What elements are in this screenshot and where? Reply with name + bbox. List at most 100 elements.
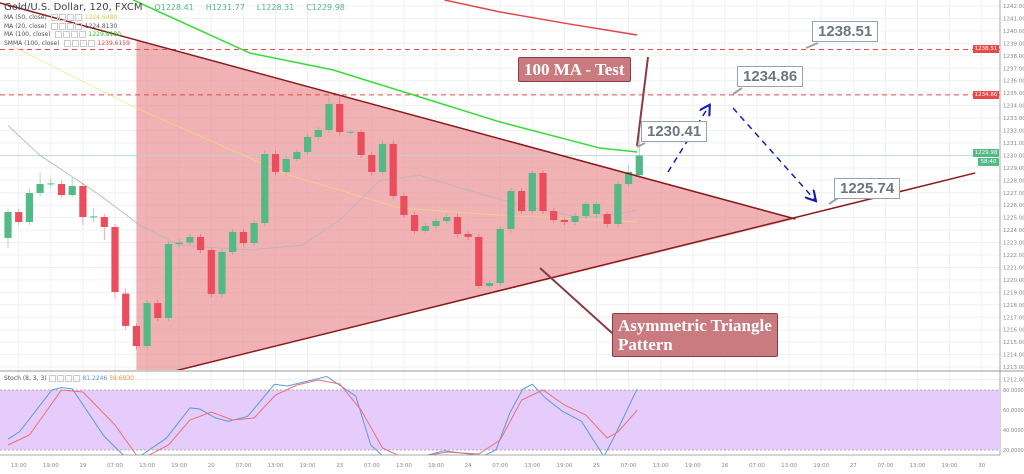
y-tick-label: 1226.00 [1003,203,1024,209]
candle-body [25,192,33,223]
y-tick-label: 1222.00 [1003,253,1024,259]
x-tick-label: 19:00 [813,463,829,469]
indicator-value: 1224.6480 [84,14,118,21]
callout-1230[interactable]: 1230.41 [641,121,708,142]
triangle-pattern-fill [136,40,796,370]
y-tick-label: 1227.00 [1003,191,1024,197]
stoch-legend[interactable]: Stoch (8, 3, 3) 81.2246 59.6930 [4,375,134,382]
trendline [0,2,796,220]
x-tick-label: 30 [978,463,985,469]
ohlc-open: O1228.41 [154,3,194,12]
y-tick-label: 1217.00 [1003,315,1024,321]
candle-body [389,143,397,196]
moving-average-line [7,125,638,251]
x-tick-label: 07:00 [877,463,893,469]
candle-body [15,212,23,223]
y-tick-label: 1225.00 [1003,216,1024,222]
y-tick-label: 1219.00 [1003,290,1024,296]
chart-legend: Gold/U.S. Dollar, 120, FXCM O1228.41 H12… [4,1,349,48]
indicator-ma100[interactable]: MA (100, close) 1229.8180 [4,31,349,40]
candle-body [186,236,194,243]
trendline [175,172,976,370]
y-tick-label: 1241.00 [1003,16,1024,22]
candle-body [164,244,173,318]
x-tick-label: 24 [465,463,472,469]
x-tick-label: 13:00 [653,463,669,469]
ohlc-low: L1228.31 [256,3,295,12]
x-tick-label: 19:00 [171,463,187,469]
y-tick-label: 1215.00 [1003,340,1024,346]
candle-body [368,155,376,172]
candle-body [271,154,280,172]
candle-body [550,211,558,221]
y-tick-label: 1228.00 [1003,178,1024,184]
main-pane [0,0,1000,370]
indicator-smma100[interactable]: SMMA (100, close) 1239.6159 [4,39,349,49]
candle-body [432,221,440,226]
x-tick-label: 07:00 [621,463,637,469]
callout-pointer [805,42,819,49]
x-tick-label: 25 [593,463,600,469]
note-line-2: Pattern [618,335,673,354]
x-tick-label: 07:00 [107,463,123,469]
candle-body [304,136,312,153]
candle-body [592,203,601,215]
stoch-tick-label: 60.0000 [1003,408,1024,414]
stoch-pane [0,375,1000,455]
y-tick-label: 1229.00 [1003,166,1024,172]
indicator-ma20[interactable]: MA (20, close) 1224.8130 [4,22,349,32]
x-tick-label: 20 [208,463,215,469]
price-tag-last: 1229.98 [973,149,999,157]
candle-body [614,184,622,224]
x-tick-label: 19:00 [942,463,958,469]
moving-average-line [132,0,638,153]
candle-body [635,155,643,176]
y-tick-label: 1220.00 [1003,278,1024,284]
y-tick-label: 1216.00 [1003,328,1024,334]
callout-1234[interactable]: 1234.86 [737,66,804,87]
candle-body [378,143,387,172]
y-tick-label: 1231.00 [1003,141,1024,147]
note-line-1: Asymmetric Triangle [618,316,772,335]
candle-body [571,216,579,223]
candle-body [239,231,247,244]
callout-1225[interactable]: 1225.74 [834,178,901,199]
candle-body [528,172,536,212]
x-tick-label: 07:00 [749,463,765,469]
stoch-k-value: 81.2246 [82,375,108,382]
x-tick-label: 07:00 [364,463,380,469]
candle-body [603,214,611,224]
y-tick-label: 1238.00 [1003,54,1024,60]
x-tick-label: 13:00 [781,463,797,469]
candle-body [143,303,151,347]
x-tick-label: 19 [79,463,86,469]
candle-body [122,293,130,326]
candle-body [261,154,269,224]
callout-pointer [539,267,613,334]
x-tick-label: 19:00 [685,463,701,469]
callout-pointer [732,87,743,95]
y-tick-label: 1230.00 [1003,153,1024,159]
note-asymmetric-triangle[interactable]: Asymmetric Triangle Pattern [612,313,778,357]
x-tick-label: 13:00 [11,463,27,469]
stoch-d-line [7,379,638,455]
indicator-value: 1224.8130 [84,22,118,30]
projection-arrow-down [732,107,815,200]
candle-body [36,184,44,193]
callout-pointer [636,56,649,147]
price-tag-level1: 1238.51 [973,45,999,53]
indicator-ma50[interactable]: MA (50, close) 1224.6480 [4,14,349,23]
candle-body [400,195,408,216]
callout-1238[interactable]: 1238.51 [812,21,879,42]
candle-body [79,186,87,218]
x-tick-label: 23 [336,463,343,469]
note-100ma-test[interactable]: 100 MA - Test [518,57,631,82]
indicator-label: MA (20, close) [4,22,47,30]
y-tick-label: 1237.00 [1003,66,1024,72]
moving-average-line [9,44,638,223]
x-tick-label: 19:00 [43,463,59,469]
bar-countdown: 58:40 [978,158,999,166]
candle-body [68,186,76,195]
stoch-label: Stoch (8, 3, 3) [4,375,47,382]
